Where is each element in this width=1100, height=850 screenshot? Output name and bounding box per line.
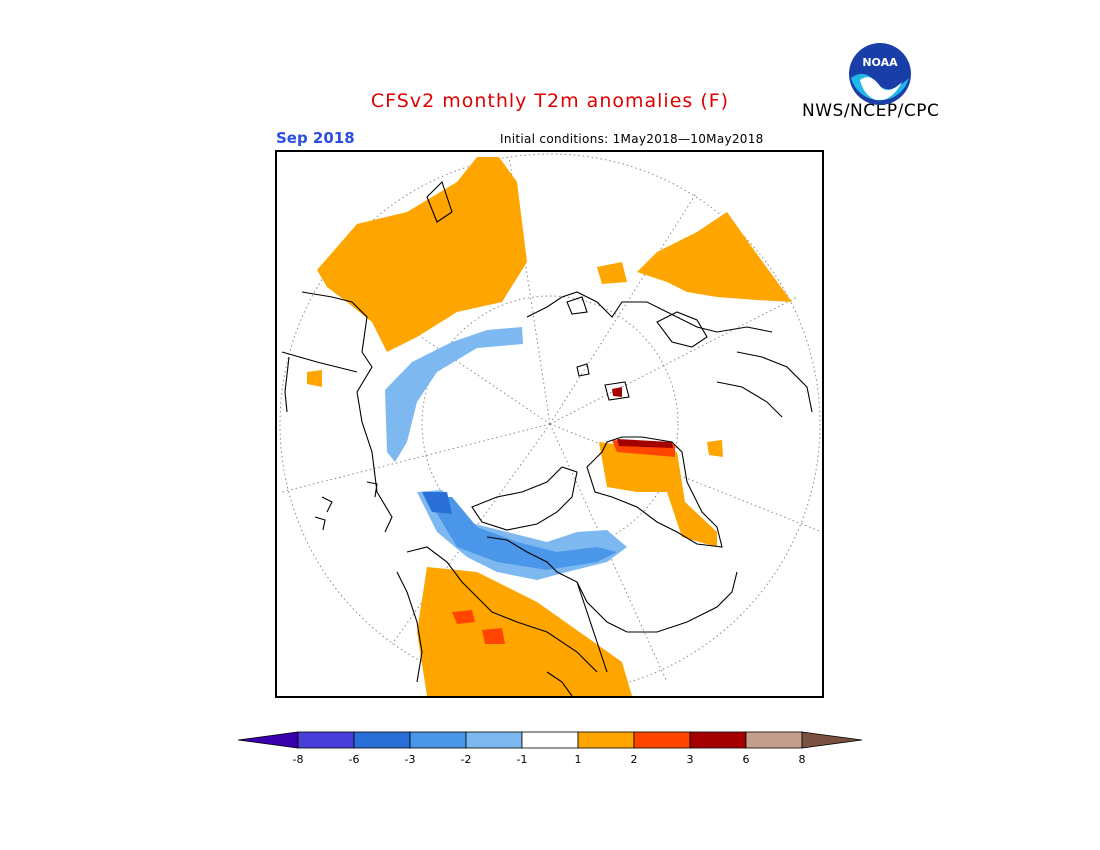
warm-region-east <box>707 440 723 457</box>
warm-region-islands <box>307 370 322 387</box>
colorbar-bin-4 <box>465 731 523 749</box>
colorbar-bin-1 <box>297 731 355 749</box>
cool-region-siberia <box>385 327 523 462</box>
cool-anomaly-regions <box>385 327 627 580</box>
warm-region-north-patch <box>597 262 627 284</box>
forecast-month: Sep 2018 <box>276 129 355 147</box>
initial-conditions: Initial conditions: 1May2018—10May2018 <box>500 132 764 146</box>
colorbar-label: -1 <box>516 753 528 766</box>
warm-region-asia <box>317 157 527 352</box>
noaa-logo-icon: NOAA <box>849 43 911 105</box>
warm-region-europe <box>417 567 632 696</box>
warm-region-greenland <box>599 442 717 547</box>
colorbar-bin-8 <box>689 731 747 749</box>
map-frame <box>275 150 824 698</box>
colorbar-label: -8 <box>292 753 304 766</box>
colorbar-bin-7 <box>633 731 691 749</box>
colorbar-bin-6 <box>577 731 635 749</box>
colorbar-label: 1 <box>574 753 582 766</box>
chart-title: CFSv2 monthly T2m anomalies (F) <box>370 90 730 112</box>
colorbar-bin-2 <box>353 731 411 749</box>
colorbar-label: 8 <box>798 753 806 766</box>
colorbar-bin-9 <box>745 731 803 749</box>
coastlines <box>281 180 813 696</box>
colorbar-bin-0 <box>238 731 299 749</box>
very-warm-patches <box>612 387 673 448</box>
colorbar-bin-3 <box>409 731 467 749</box>
warm-region-alaska-pacific <box>637 212 792 302</box>
warm-anomaly-regions <box>307 157 792 696</box>
colorbar-bin-5 <box>521 731 579 749</box>
color-scale-bar <box>238 731 862 749</box>
colorbar-label: -2 <box>460 753 472 766</box>
svg-text:NOAA: NOAA <box>862 56 898 69</box>
colorbar-label: -3 <box>404 753 416 766</box>
colorbar-bin-10 <box>801 731 862 749</box>
colorbar-label: 6 <box>742 753 750 766</box>
colorbar-label: 2 <box>630 753 638 766</box>
colorbar-label: 3 <box>686 753 694 766</box>
colorbar-label: -6 <box>348 753 360 766</box>
polar-map <box>279 153 822 696</box>
agency-label: NWS/NCEP/CPC <box>802 101 940 121</box>
